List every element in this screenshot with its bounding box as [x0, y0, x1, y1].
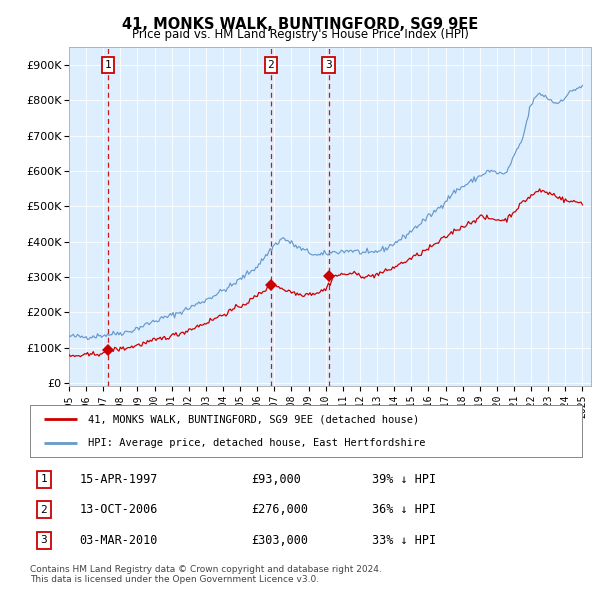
Text: Contains HM Land Registry data © Crown copyright and database right 2024.: Contains HM Land Registry data © Crown c… [30, 565, 382, 573]
Text: 1: 1 [40, 474, 47, 484]
Text: 3: 3 [40, 535, 47, 545]
Text: 41, MONKS WALK, BUNTINGFORD, SG9 9EE: 41, MONKS WALK, BUNTINGFORD, SG9 9EE [122, 17, 478, 31]
Text: HPI: Average price, detached house, East Hertfordshire: HPI: Average price, detached house, East… [88, 438, 425, 448]
Text: 13-OCT-2006: 13-OCT-2006 [80, 503, 158, 516]
Text: 41, MONKS WALK, BUNTINGFORD, SG9 9EE (detached house): 41, MONKS WALK, BUNTINGFORD, SG9 9EE (de… [88, 414, 419, 424]
Text: 3: 3 [325, 60, 332, 70]
Text: 15-APR-1997: 15-APR-1997 [80, 473, 158, 486]
Text: 2: 2 [40, 505, 47, 514]
Text: £276,000: £276,000 [251, 503, 308, 516]
Text: 39% ↓ HPI: 39% ↓ HPI [372, 473, 436, 486]
Text: £303,000: £303,000 [251, 534, 308, 547]
Text: Price paid vs. HM Land Registry's House Price Index (HPI): Price paid vs. HM Land Registry's House … [131, 28, 469, 41]
Text: 2: 2 [268, 60, 274, 70]
Text: £93,000: £93,000 [251, 473, 301, 486]
Text: 36% ↓ HPI: 36% ↓ HPI [372, 503, 436, 516]
Text: 03-MAR-2010: 03-MAR-2010 [80, 534, 158, 547]
Text: This data is licensed under the Open Government Licence v3.0.: This data is licensed under the Open Gov… [30, 575, 319, 584]
Text: 1: 1 [105, 60, 112, 70]
Text: 33% ↓ HPI: 33% ↓ HPI [372, 534, 436, 547]
